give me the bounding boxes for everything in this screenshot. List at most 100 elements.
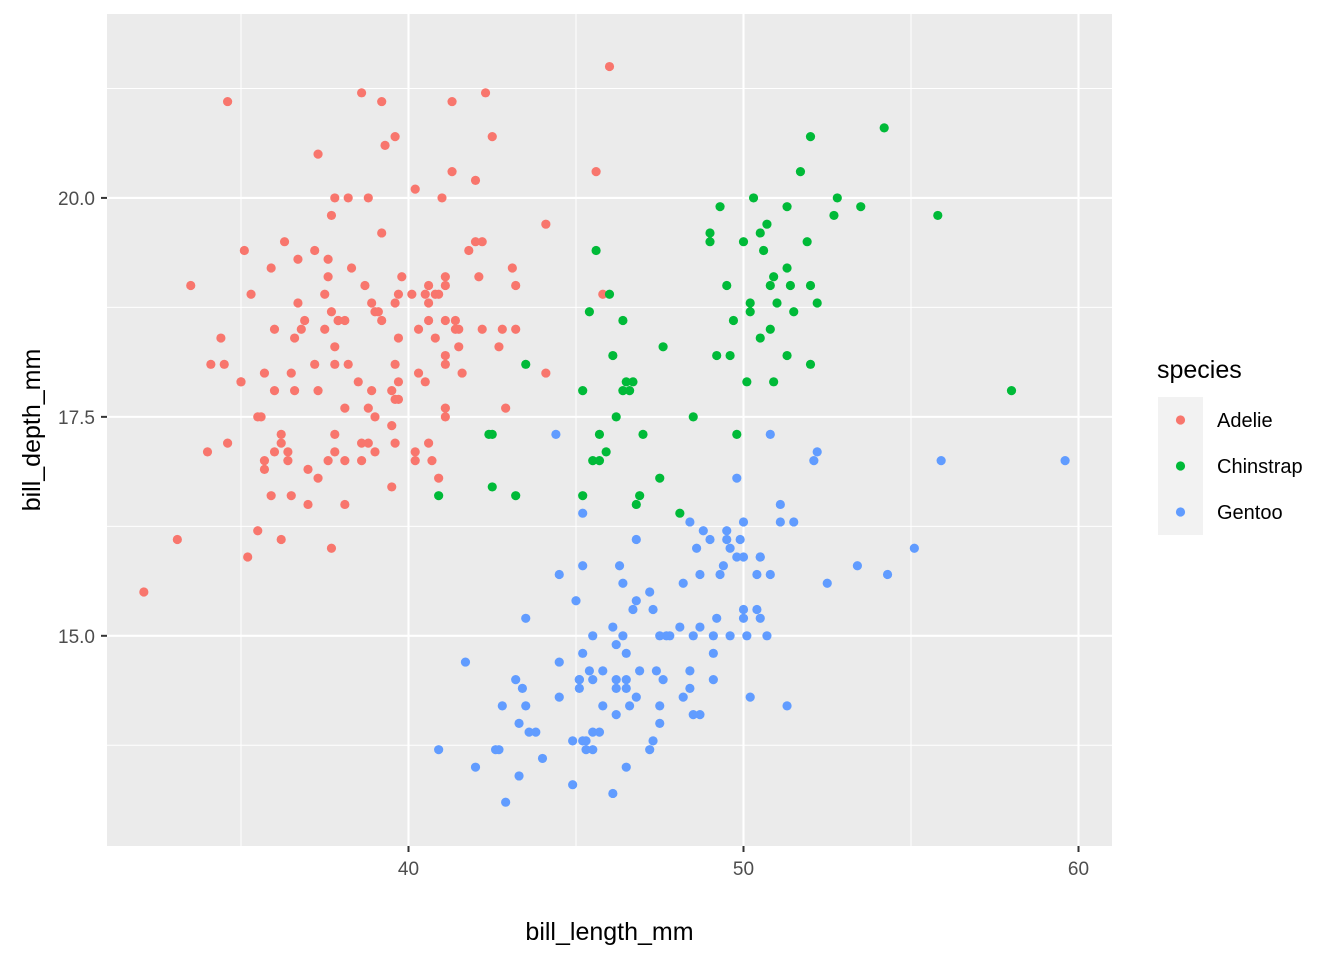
data-point-gentoo xyxy=(742,631,752,641)
data-point-adelie xyxy=(276,534,286,545)
data-point-adelie xyxy=(480,88,491,98)
data-point-gentoo xyxy=(655,631,665,641)
data-point-adelie xyxy=(591,167,601,177)
data-point-gentoo xyxy=(822,578,832,588)
data-point-gentoo xyxy=(635,666,645,676)
data-point-chinstrap xyxy=(769,272,779,282)
data-point-adelie xyxy=(283,456,293,466)
data-point-adelie xyxy=(246,289,256,299)
data-point-adelie xyxy=(340,315,350,326)
data-point-gentoo xyxy=(578,508,588,518)
data-point-chinstrap xyxy=(829,210,839,221)
data-point-adelie xyxy=(424,280,434,291)
data-point-adelie xyxy=(450,315,460,326)
data-point-chinstrap xyxy=(621,377,631,387)
data-point-gentoo xyxy=(708,675,718,685)
data-point-adelie xyxy=(598,289,608,299)
data-point-chinstrap xyxy=(732,429,742,439)
data-point-chinstrap xyxy=(611,412,621,422)
data-point-gentoo xyxy=(738,517,749,527)
data-point-adelie xyxy=(424,315,434,326)
data-point-gentoo xyxy=(732,473,742,483)
data-point-gentoo xyxy=(584,666,595,676)
data-point-adelie xyxy=(477,324,487,334)
data-point-adelie xyxy=(330,429,340,439)
data-point-adelie xyxy=(219,359,229,369)
data-point-adelie xyxy=(511,280,521,291)
data-point-gentoo xyxy=(608,788,618,799)
data-point-gentoo xyxy=(1060,456,1070,466)
data-point-gentoo xyxy=(722,526,732,536)
data-point-chinstrap xyxy=(712,350,722,361)
legend-key-gentoo xyxy=(1175,507,1186,517)
data-point-chinstrap xyxy=(782,350,792,361)
data-point-gentoo xyxy=(611,683,621,693)
data-point-adelie xyxy=(454,342,464,352)
data-point-adelie xyxy=(390,438,400,448)
data-point-gentoo xyxy=(514,718,524,728)
data-point-adelie xyxy=(370,412,380,422)
data-point-chinstrap xyxy=(728,315,739,326)
data-point-adelie xyxy=(390,298,400,308)
data-point-adelie xyxy=(413,368,424,378)
data-point-chinstrap xyxy=(434,491,444,501)
data-point-adelie xyxy=(340,499,350,510)
data-point-chinstrap xyxy=(759,245,769,256)
legend-label-gentoo: Gentoo xyxy=(1217,502,1283,524)
data-point-gentoo xyxy=(574,675,584,685)
data-point-adelie xyxy=(393,377,404,387)
x-tick-label: 60 xyxy=(1068,859,1089,880)
data-point-chinstrap xyxy=(745,298,755,308)
data-point-chinstrap xyxy=(594,429,605,439)
legend-item-chinstrap: Chinstrap xyxy=(1175,456,1303,478)
data-point-gentoo xyxy=(618,578,628,588)
data-point-gentoo xyxy=(661,631,672,641)
data-point-adelie xyxy=(259,456,270,466)
data-point-chinstrap xyxy=(618,385,628,396)
data-point-adelie xyxy=(223,96,233,107)
data-point-chinstrap xyxy=(812,298,822,308)
data-point-gentoo xyxy=(551,429,561,439)
data-point-gentoo xyxy=(715,569,725,580)
data-point-gentoo xyxy=(598,666,608,676)
data-point-adelie xyxy=(259,368,270,378)
data-points xyxy=(139,61,1070,807)
data-point-adelie xyxy=(497,324,507,334)
data-point-gentoo xyxy=(611,675,621,685)
data-point-adelie xyxy=(303,464,313,475)
data-point-chinstrap xyxy=(802,237,812,247)
data-point-gentoo xyxy=(685,683,695,693)
data-point-adelie xyxy=(541,219,551,229)
data-point-gentoo xyxy=(738,613,749,623)
data-point-adelie xyxy=(343,359,353,369)
data-point-chinstrap xyxy=(782,202,792,212)
data-point-gentoo xyxy=(571,596,581,606)
data-point-adelie xyxy=(323,456,333,466)
data-point-adelie xyxy=(377,228,387,238)
data-point-adelie xyxy=(363,193,373,203)
data-point-gentoo xyxy=(685,666,695,676)
data-point-adelie xyxy=(370,447,380,457)
data-point-gentoo xyxy=(648,604,658,615)
data-point-gentoo xyxy=(809,456,819,466)
data-point-gentoo xyxy=(434,745,444,755)
data-point-adelie xyxy=(387,385,397,396)
data-point-gentoo xyxy=(852,561,863,571)
data-point-gentoo xyxy=(554,569,564,580)
data-point-gentoo xyxy=(578,648,588,658)
data-point-gentoo xyxy=(611,639,621,650)
data-point-adelie xyxy=(202,447,213,457)
legend-title: species xyxy=(1157,356,1242,384)
data-point-gentoo xyxy=(648,736,658,746)
data-point-adelie xyxy=(323,254,333,264)
data-point-chinstrap xyxy=(487,429,497,439)
data-point-adelie xyxy=(253,526,263,536)
data-point-gentoo xyxy=(628,604,638,615)
data-point-adelie xyxy=(333,315,343,326)
data-point-gentoo xyxy=(685,517,695,527)
data-point-gentoo xyxy=(725,543,735,553)
data-point-adelie xyxy=(377,96,387,107)
data-point-adelie xyxy=(223,438,233,448)
x-tick-label: 50 xyxy=(733,859,754,880)
